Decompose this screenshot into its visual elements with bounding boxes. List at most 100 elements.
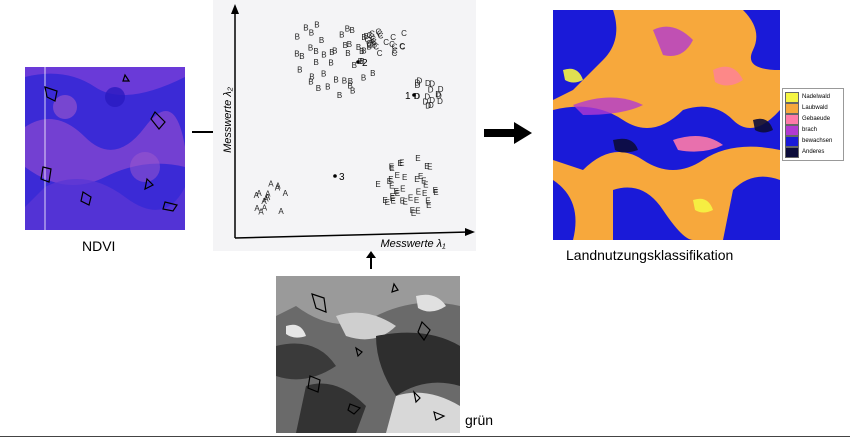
- cluster-letter-d: D: [415, 79, 421, 88]
- cluster-letter-d: D: [437, 97, 443, 106]
- legend-label: bewachsen: [802, 138, 833, 144]
- classification-map: [553, 10, 780, 240]
- cluster-letter-e: E: [427, 163, 432, 172]
- legend-label: Laubwald: [802, 105, 828, 111]
- ndvi-caption: NDVI: [82, 238, 116, 254]
- cluster-letter-b: B: [332, 47, 337, 56]
- cluster-letter-b: B: [319, 36, 324, 45]
- cluster-letter-e: E: [422, 189, 427, 198]
- cluster-letter-c: C: [367, 41, 373, 50]
- centroid-1-label: 1: [405, 91, 411, 102]
- cluster-letter-b: B: [308, 44, 313, 53]
- cluster-letter-b: B: [314, 21, 319, 30]
- cluster-letter-e: E: [390, 194, 395, 203]
- cluster-letter-c: C: [400, 42, 406, 51]
- cluster-letter-e: E: [375, 180, 380, 189]
- cluster-letter-e: E: [411, 209, 416, 218]
- cluster-letter-a: A: [254, 191, 260, 200]
- cluster-letter-c: C: [401, 29, 407, 38]
- cluster-letter-b: B: [345, 25, 350, 34]
- cluster-letter-d: D: [429, 96, 435, 105]
- cluster-letter-c: C: [369, 30, 375, 39]
- cluster-letter-b: B: [342, 77, 347, 86]
- cluster-letter-c: C: [390, 33, 396, 42]
- cluster-letter-c: C: [392, 47, 398, 56]
- cluster-letter-b: B: [364, 32, 369, 41]
- cluster-letter-e: E: [425, 197, 430, 206]
- legend-label: Nadelwald: [802, 94, 831, 100]
- cluster-letter-e: E: [385, 198, 390, 207]
- gruen-caption: grün: [465, 412, 494, 428]
- cluster-letter-e: E: [389, 164, 394, 173]
- cluster-letter-e: E: [421, 177, 426, 186]
- cluster-letter-d: D: [417, 77, 423, 86]
- cluster-letter-b: B: [359, 57, 364, 66]
- cluster-letter-b: B: [367, 43, 372, 52]
- cluster-letter-a: A: [265, 190, 271, 199]
- cluster-letter-d: D: [435, 90, 441, 99]
- cluster-letter-b: B: [370, 69, 375, 78]
- cluster-letter-c: C: [383, 38, 389, 47]
- cluster-letter-b: B: [361, 74, 366, 83]
- centroid-2-label: 2: [362, 58, 368, 69]
- cluster-letter-b: B: [309, 73, 314, 82]
- cluster-letter-b: B: [297, 66, 302, 75]
- cluster-letter-d: D: [424, 93, 430, 102]
- cluster-letter-c: C: [392, 49, 398, 58]
- cluster-letter-b: B: [316, 84, 321, 93]
- cluster-letter-d: D: [423, 98, 429, 107]
- cluster-letter-c: C: [392, 42, 398, 51]
- centroid-1: 1: [405, 91, 416, 102]
- cluster-letter-e: E: [423, 181, 428, 190]
- cluster-letter-b: B: [294, 50, 299, 59]
- cluster-letter-e: E: [391, 197, 396, 206]
- cluster-letter-c: C: [399, 42, 405, 51]
- cluster-letter-e: E: [395, 171, 400, 180]
- legend-item: brach: [785, 124, 841, 136]
- cluster-letter-b: B: [321, 51, 326, 60]
- cluster-letter-d: D: [415, 81, 421, 90]
- cluster-letter-b: B: [345, 49, 350, 58]
- cluster-letter-e: E: [399, 159, 404, 168]
- legend-swatch: [785, 146, 799, 158]
- cluster-letter-b: B: [348, 82, 353, 91]
- cluster-letter-c: C: [369, 32, 375, 41]
- legend-swatch: [785, 135, 799, 147]
- legend-item: Anderes: [785, 146, 841, 158]
- cluster-letter-c: C: [376, 28, 382, 37]
- cluster-letter-b: B: [347, 40, 352, 49]
- cluster-letter-c: C: [365, 36, 371, 45]
- cluster-letter-e: E: [424, 162, 429, 171]
- cluster-letter-d: D: [414, 92, 420, 101]
- cluster-letter-c: C: [389, 40, 395, 49]
- y-axis-label: Messwerte λ₂: [222, 86, 234, 153]
- cluster-letter-b: B: [356, 43, 361, 52]
- cluster-letter-b: B: [339, 31, 344, 40]
- cluster-letter-e: E: [388, 175, 393, 184]
- cluster-letter-a: A: [263, 195, 269, 204]
- cluster-letter-b: B: [358, 57, 363, 66]
- cluster-letter-b: B: [372, 40, 377, 49]
- cluster-letter-b: B: [325, 83, 330, 92]
- cluster-letter-e: E: [415, 206, 420, 215]
- cluster-letter-d: D: [428, 101, 434, 110]
- cluster-letter-e: E: [403, 198, 408, 207]
- cluster-letter-e: E: [410, 206, 415, 215]
- cluster-letter-e: E: [395, 189, 400, 198]
- cluster-letter-b: B: [321, 69, 326, 78]
- legend-item: Laubwald: [785, 102, 841, 114]
- cluster-letter-b: B: [361, 47, 366, 56]
- cluster-letter-a: A: [256, 189, 262, 198]
- cluster-letter-b: B: [361, 33, 366, 42]
- cluster-letter-b: B: [313, 47, 318, 56]
- cluster-letter-e: E: [414, 175, 419, 184]
- cluster-letter-c: C: [378, 31, 384, 40]
- cluster-letter-e: E: [402, 173, 407, 182]
- cluster-letter-b: B: [299, 52, 304, 61]
- legend-swatch: [785, 102, 799, 114]
- cluster-letter-e: E: [390, 192, 395, 201]
- cluster-letter-b: B: [295, 33, 300, 42]
- cluster-letter-a: A: [275, 183, 281, 192]
- cluster-letter-c: C: [366, 39, 372, 48]
- cluster-letter-e: E: [398, 159, 403, 168]
